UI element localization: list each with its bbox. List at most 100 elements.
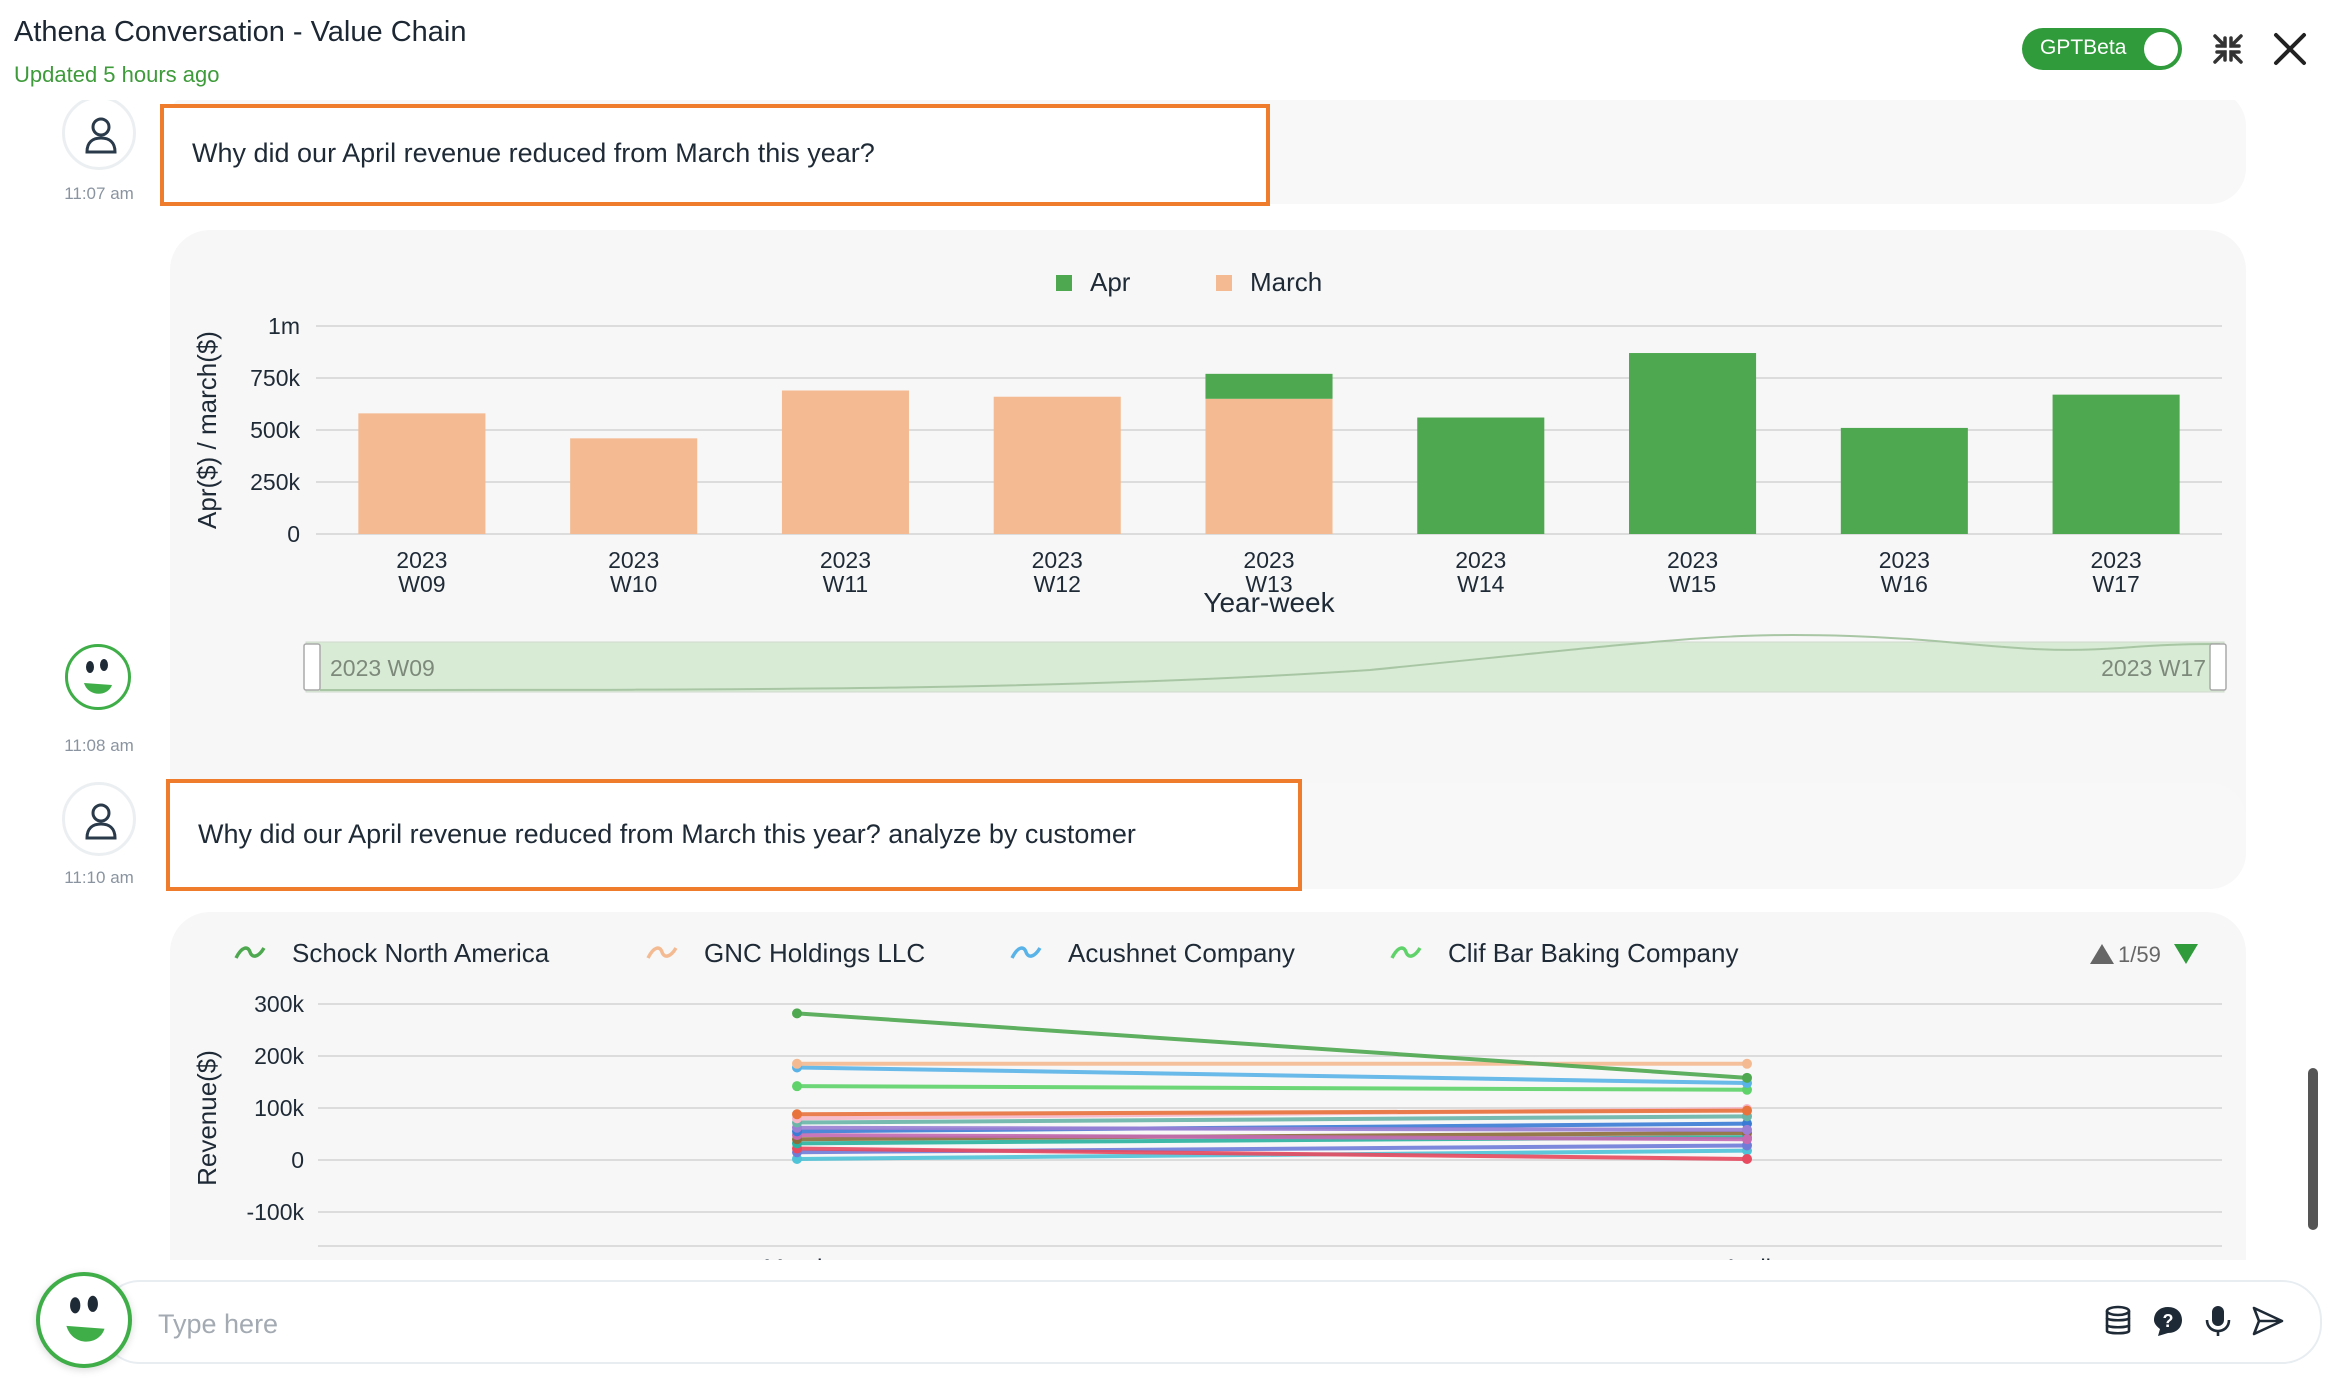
range-slider xyxy=(305,641,2225,693)
bar-apr xyxy=(1417,417,1545,534)
x-tick-label: W12 xyxy=(1034,571,1081,597)
updated-status: Updated 5 hours ago xyxy=(14,62,220,87)
toggle-knob xyxy=(2144,32,2178,66)
series-line xyxy=(796,1125,1748,1132)
series-line xyxy=(796,1065,1748,1086)
user-avatar xyxy=(62,100,136,170)
conversation-thread: 11:07 am Why did our April revenue reduc… xyxy=(0,100,2332,1260)
bar-apr xyxy=(1205,373,1333,399)
close-icon[interactable] xyxy=(2265,24,2315,74)
x-tick-label: 2023 xyxy=(1667,547,1718,573)
y-axis-label: Revenue($) xyxy=(192,1050,222,1186)
y-tick-label: 500k xyxy=(250,417,300,443)
x-tick-label: March xyxy=(764,1255,831,1260)
series-point xyxy=(1742,1153,1752,1164)
conversation-header: Athena Conversation - Value Chain Update… xyxy=(0,0,2332,100)
x-tick-label: W09 xyxy=(398,571,445,597)
x-tick-label: W10 xyxy=(610,571,657,597)
help-chat-icon[interactable]: ? xyxy=(2150,1303,2186,1339)
x-tick-label: W13 xyxy=(1245,571,1292,597)
message-time: 11:07 am xyxy=(64,184,134,203)
series-point xyxy=(1742,1105,1752,1116)
user-query-text: Why did our April revenue reduced from M… xyxy=(198,819,1136,849)
x-tick-label: April xyxy=(1723,1255,1771,1260)
y-tick-label: -100k xyxy=(246,1199,304,1225)
legend-swatch-apr xyxy=(1056,275,1072,291)
customer-revenue-line-chart: Schock North America GNC Holdings LLC Acus… xyxy=(192,938,2222,1260)
legend-line-icon xyxy=(646,946,678,959)
legend-line-icon xyxy=(1390,946,1422,959)
legend-label-apr: Apr xyxy=(1090,267,1131,297)
y-tick-label: 200k xyxy=(254,1043,304,1069)
legend-label: GNC Holdings LLC xyxy=(704,938,925,968)
bar-march xyxy=(1205,398,1333,534)
bar-march xyxy=(570,438,698,534)
series-line xyxy=(796,1133,1748,1142)
series-line xyxy=(796,1108,1748,1117)
series-point xyxy=(1742,1134,1752,1145)
x-tick-label: W17 xyxy=(2092,571,2139,597)
y-tick-label: 0 xyxy=(287,521,300,547)
athena-bot-icon xyxy=(84,659,112,694)
legend-next-icon xyxy=(2174,944,2198,964)
x-tick-label: 2023 xyxy=(1455,547,1506,573)
slider-end-handle xyxy=(2209,643,2227,691)
slider-start-label: 2023 W09 xyxy=(330,655,435,681)
x-tick-label: 2023 xyxy=(1032,547,1083,573)
microphone-icon[interactable] xyxy=(2200,1303,2236,1339)
x-tick-label: W11 xyxy=(823,571,869,597)
line-chart-panel: Schock North America GNC Holdings LLC Acus… xyxy=(170,912,2246,1260)
bar-apr xyxy=(2052,394,2180,534)
legend-label: Schock North America xyxy=(292,938,550,968)
legend-pager: 1/59 xyxy=(2118,942,2161,967)
database-icon[interactable] xyxy=(2100,1303,2136,1339)
svg-text:?: ? xyxy=(2163,1311,2174,1331)
chat-input[interactable] xyxy=(158,1302,2058,1346)
x-tick-label: 2023 xyxy=(2091,547,2142,573)
bar-chart-panel: Apr March 0 250k 500k 750k 1m Apr($) / march($)… xyxy=(170,230,2246,860)
legend-swatch-march xyxy=(1216,275,1232,291)
series-point xyxy=(792,1109,802,1120)
x-tick-label: W15 xyxy=(1669,571,1716,597)
message-time: 11:08 am xyxy=(64,736,134,755)
chat-input-bar xyxy=(100,1280,2322,1364)
series-point xyxy=(792,1008,802,1019)
series-point xyxy=(792,1081,802,1092)
x-tick-label: 2023 xyxy=(1879,547,1930,573)
x-tick-label: W14 xyxy=(1457,571,1505,597)
x-axis-label: Year-week xyxy=(1203,587,1335,618)
slider-end-label: 2023 W17 xyxy=(2101,655,2206,681)
series-line xyxy=(796,1114,1748,1125)
series-point xyxy=(792,1058,802,1069)
y-tick-label: 1m xyxy=(268,313,300,339)
bar-march xyxy=(993,396,1121,534)
send-icon[interactable] xyxy=(2250,1303,2286,1339)
slider-start-handle xyxy=(303,643,321,691)
scrollbar-track[interactable] xyxy=(2305,112,2319,1232)
x-tick-label: 2023 xyxy=(820,547,871,573)
x-tick-label: 2023 xyxy=(608,547,659,573)
legend-label: Clif Bar Baking Company xyxy=(1448,938,1738,968)
message-time: 11:10 am xyxy=(64,868,134,887)
user-avatar xyxy=(62,782,136,856)
legend-line-icon xyxy=(234,946,266,959)
y-tick-label: 250k xyxy=(250,469,300,495)
user-query-highlight: Why did our April revenue reduced from M… xyxy=(166,779,1302,891)
revenue-bar-chart: Apr March 0 250k 500k 750k 1m Apr($) / march($)… xyxy=(192,267,2227,693)
series-point xyxy=(1742,1124,1752,1135)
scrollbar-thumb[interactable] xyxy=(2308,1068,2318,1230)
bar-march xyxy=(358,413,486,534)
series-point xyxy=(1742,1058,1752,1069)
legend-label: Acushnet Company xyxy=(1068,938,1295,968)
minimize-icon[interactable] xyxy=(2203,24,2253,74)
y-tick-label: 0 xyxy=(291,1147,304,1173)
legend-label-march: March xyxy=(1250,267,1322,297)
x-tick-label: 2023 xyxy=(1243,547,1294,573)
athena-bot-icon xyxy=(66,1295,105,1342)
user-icon xyxy=(85,803,117,840)
page-title: Athena Conversation - Value Chain xyxy=(14,16,467,48)
gpt-beta-toggle[interactable]: GPTBeta xyxy=(2022,28,2182,70)
y-tick-label: 750k xyxy=(250,365,300,391)
bar-march xyxy=(781,390,909,534)
bar-apr xyxy=(1840,427,1968,534)
